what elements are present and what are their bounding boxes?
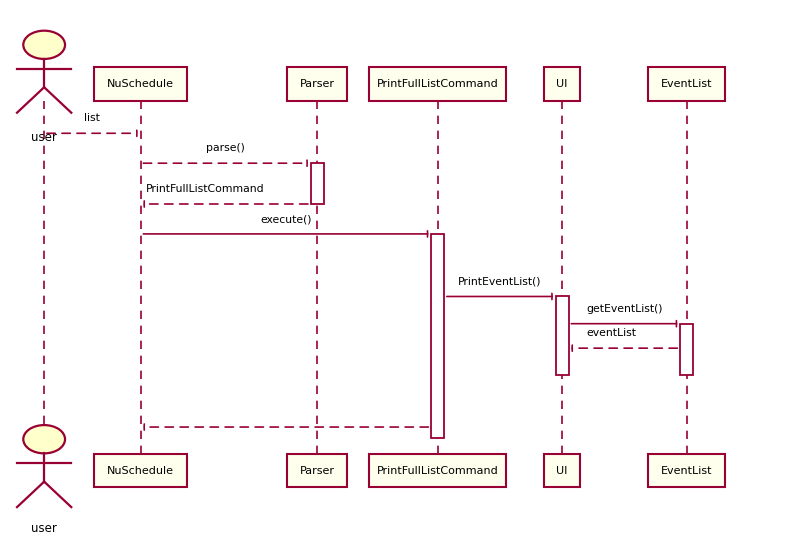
- Bar: [287, 454, 347, 487]
- Text: user: user: [31, 522, 57, 535]
- Text: EventList: EventList: [660, 79, 711, 89]
- Circle shape: [23, 30, 65, 59]
- Circle shape: [23, 425, 65, 453]
- Bar: [679, 324, 692, 375]
- Text: list: list: [84, 114, 100, 123]
- Bar: [369, 454, 505, 487]
- Text: PrintFullListCommand: PrintFullListCommand: [376, 79, 498, 89]
- Text: PrintFullListCommand: PrintFullListCommand: [146, 184, 264, 194]
- Text: NuSchedule: NuSchedule: [107, 79, 174, 89]
- Bar: [431, 234, 444, 438]
- Bar: [555, 296, 568, 375]
- Text: NuSchedule: NuSchedule: [107, 466, 174, 475]
- Bar: [95, 454, 186, 487]
- Bar: [95, 67, 186, 101]
- Bar: [310, 163, 323, 204]
- Text: getEventList(): getEventList(): [585, 304, 662, 314]
- Text: eventList: eventList: [585, 329, 635, 338]
- Text: UI: UI: [556, 79, 567, 89]
- Text: UI: UI: [556, 466, 567, 475]
- Bar: [648, 454, 723, 487]
- Text: Parser: Parser: [299, 466, 334, 475]
- Text: user: user: [31, 131, 57, 144]
- Text: execute(): execute(): [260, 214, 311, 224]
- Bar: [544, 454, 579, 487]
- Text: parse(): parse(): [206, 144, 245, 153]
- Text: PrintEventList(): PrintEventList(): [458, 277, 541, 287]
- Bar: [544, 67, 579, 101]
- Text: PrintFullListCommand: PrintFullListCommand: [376, 466, 498, 475]
- Text: Parser: Parser: [299, 79, 334, 89]
- Bar: [648, 67, 723, 101]
- Text: EventList: EventList: [660, 466, 711, 475]
- Bar: [287, 67, 347, 101]
- Bar: [369, 67, 505, 101]
